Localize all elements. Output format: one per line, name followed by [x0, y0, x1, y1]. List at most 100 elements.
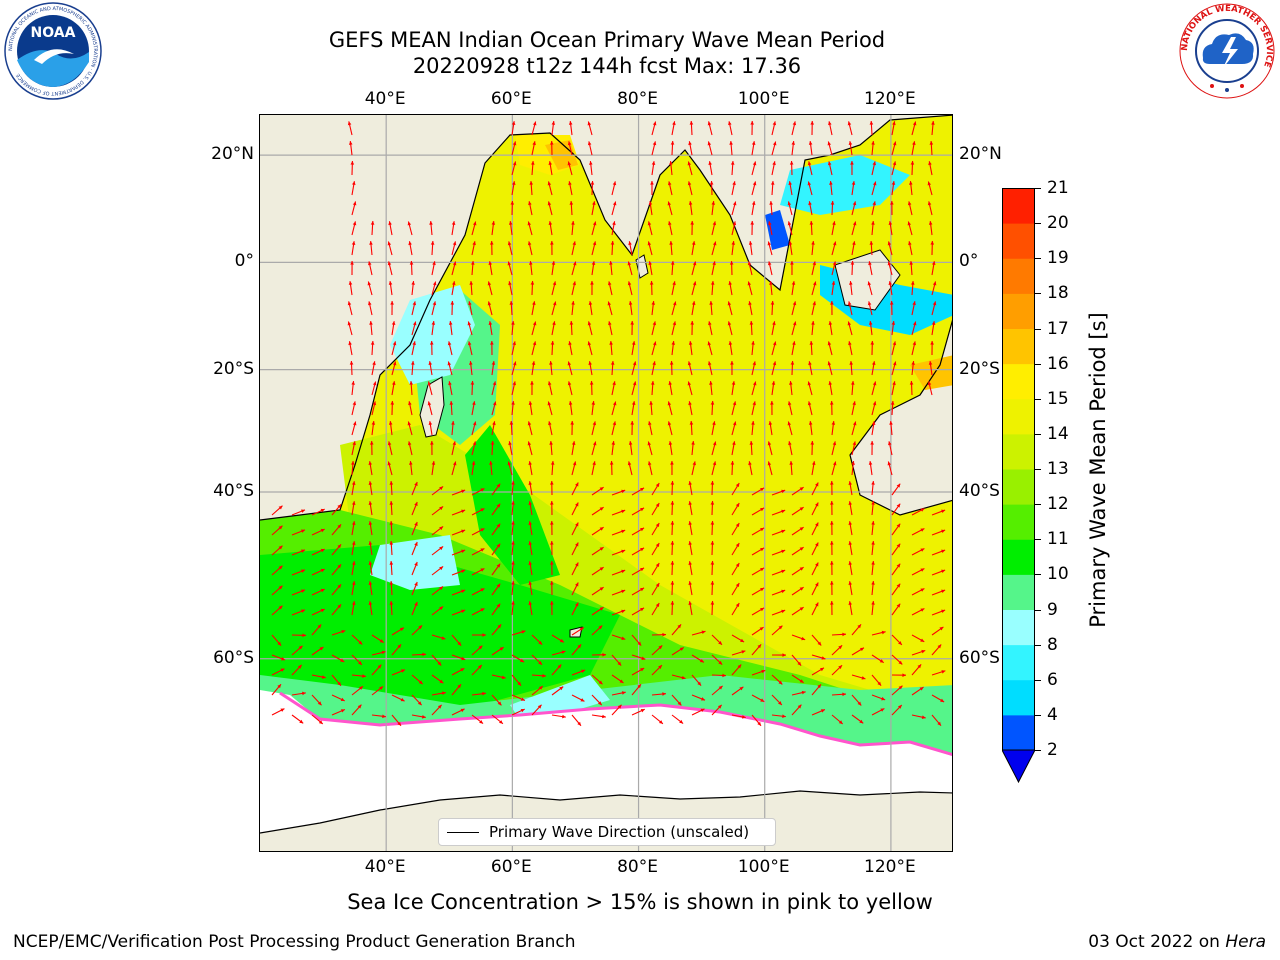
colorbar-tick-label: 9	[1047, 599, 1058, 620]
wave-direction-arrow	[529, 180, 534, 196]
wave-direction-arrow	[627, 461, 633, 476]
wave-direction-arrow	[808, 201, 813, 216]
colorbar-tick-mark	[1035, 223, 1041, 225]
wave-direction-arrow	[371, 634, 385, 644]
wave-direction-arrow	[551, 664, 562, 676]
wave-direction-arrow	[570, 420, 574, 436]
wave-direction-arrow	[271, 585, 283, 596]
wave-direction-arrow	[691, 261, 697, 276]
wave-direction-arrow	[371, 714, 386, 719]
wave-direction-arrow	[547, 401, 553, 416]
wave-direction-arrow	[647, 221, 653, 236]
wave-direction-arrow	[829, 181, 833, 196]
wave-direction-arrow	[771, 653, 787, 657]
sea-ice-edge	[279, 691, 952, 756]
footer-machine: Hera	[1225, 932, 1266, 952]
wave-direction-arrow	[628, 241, 633, 256]
colorbar-tick-label: 12	[1047, 494, 1069, 515]
wave-direction-arrow	[651, 361, 656, 376]
wave-direction-arrow	[471, 588, 485, 596]
wave-direction-arrow	[829, 520, 834, 536]
wave-direction-arrow	[870, 440, 874, 456]
wave-direction-arrow	[528, 201, 533, 216]
wave-direction-arrow	[867, 281, 873, 296]
wave-direction-arrow	[771, 674, 783, 685]
colorbar-tick-mark	[1035, 433, 1041, 435]
wave-direction-arrow	[471, 608, 485, 616]
wave-direction-arrow	[771, 321, 776, 336]
wave-direction-arrow	[670, 140, 675, 156]
wave-direction-arrow	[731, 714, 746, 719]
colorbar-title: Primary Wave Mean Period [s]	[1086, 312, 1110, 628]
wave-direction-arrow	[751, 527, 765, 536]
wave-direction-arrow	[548, 221, 553, 236]
wave-direction-arrow	[911, 301, 916, 316]
colorbar-tick-label: 8	[1047, 634, 1058, 655]
wave-direction-arrow	[771, 381, 776, 396]
wave-direction-arrow	[531, 321, 537, 336]
wave-direction-arrow	[811, 301, 816, 316]
wave-direction-arrow	[471, 221, 477, 236]
wave-direction-arrow	[791, 281, 796, 296]
wave-direction-arrow	[627, 281, 633, 296]
wave-direction-arrow	[728, 281, 733, 296]
wave-direction-arrow	[648, 201, 653, 216]
wave-direction-arrow	[869, 240, 874, 256]
wave-direction-arrow	[931, 644, 942, 656]
wave-direction-arrow	[771, 121, 777, 136]
wave-direction-arrow	[351, 461, 355, 476]
wave-direction-arrow	[791, 674, 804, 684]
wave-direction-arrow	[851, 623, 862, 636]
wave-direction-arrow	[791, 506, 804, 516]
wave-direction-arrow	[611, 549, 626, 556]
wave-direction-arrow	[611, 441, 616, 456]
wave-direction-arrow	[347, 301, 353, 316]
wave-direction-arrow	[611, 704, 622, 716]
wave-direction-arrow	[571, 301, 575, 316]
colorbar-segment	[1002, 714, 1035, 751]
wave-direction-arrow	[690, 320, 695, 336]
wave-direction-arrow	[370, 220, 375, 236]
wave-direction-arrow	[651, 502, 660, 516]
wave-direction-arrow	[471, 691, 486, 696]
wave-direction-arrow	[491, 503, 501, 516]
wave-direction-arrow	[527, 421, 533, 436]
wave-direction-arrow	[591, 586, 604, 596]
wave-direction-arrow	[591, 526, 604, 536]
wave-direction-arrow	[891, 321, 896, 336]
wave-direction-arrow	[471, 714, 484, 725]
wave-direction-arrow	[271, 683, 282, 696]
wave-direction-arrow	[807, 401, 813, 416]
wave-direction-arrow	[371, 685, 384, 696]
wave-direction-arrow	[790, 260, 794, 276]
wave-direction-arrow	[791, 690, 806, 696]
antarctica-coastline	[260, 790, 952, 834]
wave-direction-arrow	[271, 668, 285, 676]
wave-direction-arrow	[611, 401, 617, 416]
wave-direction-arrow	[428, 421, 433, 436]
wave-direction-arrow	[927, 381, 933, 396]
wave-direction-arrow	[551, 321, 556, 336]
wave-direction-arrow	[451, 421, 455, 436]
wave-direction-arrow	[591, 486, 604, 496]
wave-direction-arrow	[651, 632, 667, 637]
wave-direction-arrow	[707, 361, 713, 376]
sea-ice-caption: Sea Ice Concentration > 15% is shown in …	[347, 890, 933, 914]
wave-direction-arrow	[591, 625, 603, 636]
wave-direction-arrow	[847, 301, 853, 316]
wave-direction-arrow	[691, 281, 697, 296]
wave-direction-arrow	[511, 161, 517, 176]
wave-direction-arrow	[829, 540, 834, 556]
colorbar-tick-mark	[1035, 398, 1041, 400]
wave-direction-arrow	[368, 561, 373, 576]
wave-direction-arrow	[887, 461, 893, 476]
wave-direction-arrow	[789, 381, 793, 396]
wave-direction-arrow	[731, 502, 740, 516]
wave-direction-arrow	[631, 527, 645, 536]
wave-direction-arrow	[531, 361, 536, 376]
wave-direction-arrow	[709, 381, 713, 396]
wave-direction-arrow	[367, 301, 373, 316]
wave-direction-arrow	[311, 714, 324, 725]
wave-direction-arrow	[829, 480, 834, 496]
colorbar-segment	[1002, 293, 1035, 329]
